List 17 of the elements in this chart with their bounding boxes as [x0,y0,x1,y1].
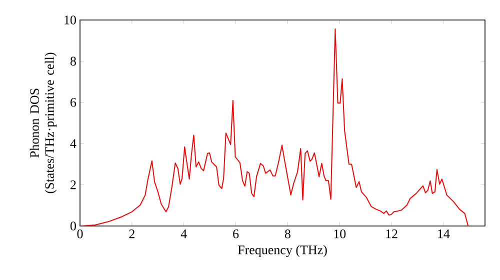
y-tick-label: 8 [70,56,76,66]
y-tick-label: 4 [70,139,76,148]
x-axis-title: Frequency (THz) [238,245,327,257]
x-tick-label: 8 [284,230,290,238]
x-tick-label: 2 [129,230,134,238]
x-tick-label: 12 [386,230,398,238]
x-tick-label: 4 [180,230,187,238]
line-series [80,28,485,226]
y-axis-title: Phonon DOS (States/THz·primitive cell) [30,52,57,194]
y-tick-label: 10 [64,16,76,24]
x-tick-label: 0 [77,230,83,238]
x-tick-label: 10 [334,230,346,238]
x-tick-label: 14 [438,230,450,238]
y-tick-label: 0 [70,222,76,230]
x-tick-label: 6 [233,230,239,238]
y-tick-label: 2 [70,180,76,190]
y-tick-label: 6 [70,98,76,107]
